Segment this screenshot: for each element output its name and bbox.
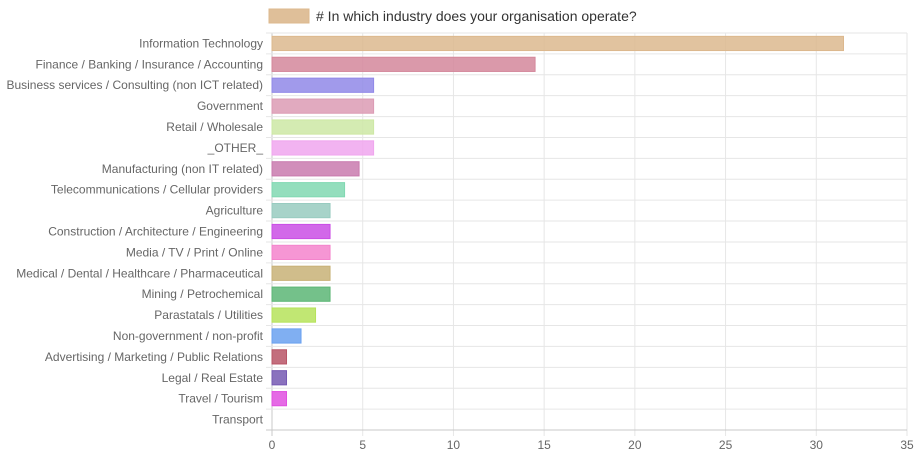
bar[interactable]	[271, 98, 375, 114]
y-tick-label: Advertising / Marketing / Public Relatio…	[45, 350, 263, 364]
bar[interactable]	[271, 223, 331, 240]
y-tick-label: Manufacturing (non IT related)	[102, 162, 263, 176]
x-tick-label: 10	[447, 438, 461, 452]
chart-grid	[266, 32, 908, 436]
bar[interactable]	[271, 370, 288, 386]
bar[interactable]	[271, 161, 360, 177]
y-tick-label: Medical / Dental / Healthcare / Pharmace…	[16, 266, 263, 280]
bar[interactable]	[271, 140, 375, 156]
bar[interactable]	[271, 349, 288, 365]
y-tick-label: Telecommunications / Cellular providers	[51, 183, 263, 197]
bar[interactable]	[271, 56, 536, 72]
bar[interactable]	[271, 35, 844, 52]
legend-swatch	[268, 8, 310, 24]
y-tick-label: Legal / Real Estate	[162, 371, 264, 385]
y-tick-label: _OTHER_	[207, 141, 264, 155]
bar[interactable]	[271, 77, 375, 93]
y-tick-label: Travel / Tourism	[178, 392, 263, 406]
y-tick-label: Parastatals / Utilities	[154, 308, 263, 322]
y-tick-label: Construction / Architecture / Engineerin…	[48, 225, 263, 239]
x-tick-label: 35	[900, 438, 914, 452]
y-tick-label: Mining / Petrochemical	[142, 287, 263, 301]
x-tick-label: 0	[269, 438, 276, 452]
x-tick-label: 25	[719, 438, 733, 452]
x-tick-label: 30	[810, 438, 824, 452]
y-tick-label: Non-government / non-profit	[113, 329, 264, 343]
bar[interactable]	[271, 307, 317, 323]
bar[interactable]	[271, 265, 331, 281]
y-tick-label: Government	[197, 99, 264, 113]
bar[interactable]	[271, 203, 331, 219]
bar[interactable]	[271, 182, 346, 198]
legend-label: # In which industry does your organisati…	[316, 8, 637, 24]
y-tick-label: Media / TV / Print / Online	[126, 245, 263, 259]
y-tick-label: Business services / Consulting (non ICT …	[6, 78, 263, 92]
x-axis-labels: 0 5 10 15 20 25 30 35	[269, 438, 914, 452]
x-tick-label: 15	[537, 438, 551, 452]
bar[interactable]	[271, 244, 331, 260]
y-tick-label: Transport	[212, 413, 264, 427]
bar[interactable]	[271, 391, 288, 407]
x-tick-label: 20	[628, 438, 642, 452]
bar[interactable]	[271, 286, 331, 302]
bar[interactable]	[271, 328, 302, 344]
y-tick-label: Agriculture	[206, 204, 264, 218]
x-tick-label: 5	[359, 438, 366, 452]
y-axis-labels: Information Technology Finance / Banking …	[6, 36, 263, 426]
y-tick-label: Information Technology	[139, 36, 263, 50]
y-tick-label: Retail / Wholesale	[166, 120, 263, 134]
y-tick-label: Finance / Banking / Insurance / Accounti…	[36, 57, 263, 71]
chart-bars	[271, 35, 844, 407]
chart-legend[interactable]: # In which industry does your organisati…	[268, 8, 637, 24]
bar[interactable]	[271, 119, 375, 135]
